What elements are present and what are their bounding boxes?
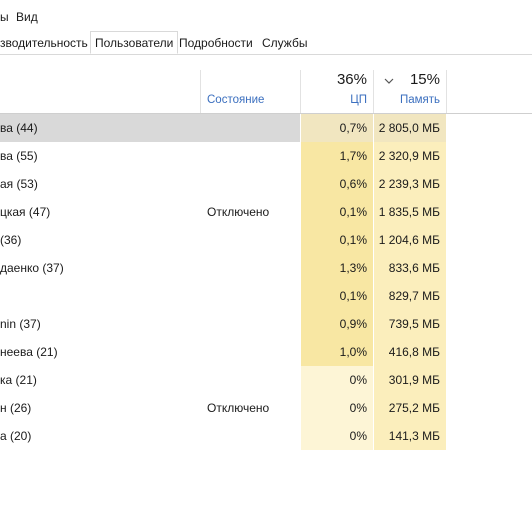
tab-details[interactable]: Подробности: [179, 36, 253, 50]
table-row[interactable]: даенко (37) 1,3% 833,6 МБ: [0, 254, 532, 282]
user-name: н (26): [0, 401, 32, 415]
table-row[interactable]: ва (55) 1,7% 2 320,9 МБ: [0, 142, 532, 170]
cpu-column-header[interactable]: 36% ЦП: [301, 70, 373, 113]
table-row[interactable]: н (26) Отключено 0% 275,2 МБ: [0, 394, 532, 422]
user-status: Отключено: [207, 401, 270, 415]
table-row[interactable]: неева (21) 1,0% 416,8 МБ: [0, 338, 532, 366]
memory-column-label: Память: [399, 94, 440, 106]
memory-value: 1 204,6 МБ: [374, 226, 446, 254]
tab-users[interactable]: Пользователи: [90, 31, 179, 54]
user-name: а (20): [0, 429, 32, 443]
cpu-value: 0%: [301, 422, 373, 450]
memory-value: 275,2 МБ: [374, 394, 446, 422]
user-name: ва (55): [0, 149, 38, 163]
row-name-area: [0, 366, 300, 394]
user-name: nin (37): [0, 317, 41, 331]
cpu-value: 0,1%: [301, 226, 373, 254]
memory-value: 416,8 МБ: [374, 338, 446, 366]
cpu-value: 0,7%: [301, 114, 373, 142]
user-name: ая (53): [0, 177, 38, 191]
table-row[interactable]: nin (37) 0,9% 739,5 МБ: [0, 310, 532, 338]
memory-value: 301,9 МБ: [374, 366, 446, 394]
row-name-area: [0, 142, 300, 170]
tab-performance[interactable]: зводительность: [0, 36, 88, 50]
memory-value: 833,6 МБ: [374, 254, 446, 282]
cpu-value: 0%: [301, 366, 373, 394]
user-name: даенко (37): [0, 261, 64, 275]
user-name: неева (21): [0, 345, 58, 359]
user-name: цкая (47): [0, 205, 51, 219]
table-row[interactable]: (36) 0,1% 1 204,6 МБ: [0, 226, 532, 254]
menu-item-1[interactable]: ы: [0, 10, 9, 24]
table-row[interactable]: ка (21) 0% 301,9 МБ: [0, 366, 532, 394]
row-name-area: [0, 422, 300, 450]
menu-item-view[interactable]: Вид: [16, 10, 38, 24]
row-name-area: [0, 114, 300, 142]
user-name: (36): [0, 233, 22, 247]
memory-value: 739,5 МБ: [374, 310, 446, 338]
cpu-value: 0,6%: [301, 170, 373, 198]
chevron-down-icon: [384, 73, 394, 84]
status-column-header[interactable]: Состояние: [201, 70, 300, 113]
cpu-value: 1,7%: [301, 142, 373, 170]
memory-column-header[interactable]: 15% Память: [374, 70, 446, 113]
user-status: Отключено: [207, 205, 270, 219]
row-name-area: [0, 282, 300, 310]
column-header: Состояние 36% ЦП 15% Память: [0, 70, 532, 114]
table-row[interactable]: ва (44) 0,7% 2 805,0 МБ: [0, 114, 532, 142]
cpu-value: 1,3%: [301, 254, 373, 282]
memory-value: 2 805,0 МБ: [374, 114, 446, 142]
memory-value: 829,7 МБ: [374, 282, 446, 310]
table-row[interactable]: а (20) 0% 141,3 МБ: [0, 422, 532, 450]
cpu-value: 0,1%: [301, 198, 373, 226]
cpu-value: 1,0%: [301, 338, 373, 366]
row-name-area: [0, 170, 300, 198]
cpu-column-label: ЦП: [350, 94, 367, 106]
memory-value: 141,3 МБ: [374, 422, 446, 450]
user-name: ва (44): [0, 121, 38, 135]
memory-value: 2 320,9 МБ: [374, 142, 446, 170]
table-row[interactable]: ая (53) 0,6% 2 239,3 МБ: [0, 170, 532, 198]
tab-services[interactable]: Службы: [262, 36, 308, 50]
cpu-total-percent: 36%: [336, 71, 367, 88]
table-row[interactable]: 0,1% 829,7 МБ: [0, 282, 532, 310]
table-row[interactable]: цкая (47) Отключено 0,1% 1 835,5 МБ: [0, 198, 532, 226]
status-column-label: Состояние: [207, 94, 265, 106]
tab-strip: зводительность Пользователи Подробности …: [0, 30, 532, 55]
user-name: ка (21): [0, 373, 37, 387]
cpu-value: 0%: [301, 394, 373, 422]
cpu-value: 0,9%: [301, 310, 373, 338]
cpu-value: 0,1%: [301, 282, 373, 310]
memory-value: 2 239,3 МБ: [374, 170, 446, 198]
memory-value: 1 835,5 МБ: [374, 198, 446, 226]
row-name-area: [0, 226, 300, 254]
memory-total-percent: 15%: [409, 71, 440, 88]
row-name-area: [0, 310, 300, 338]
